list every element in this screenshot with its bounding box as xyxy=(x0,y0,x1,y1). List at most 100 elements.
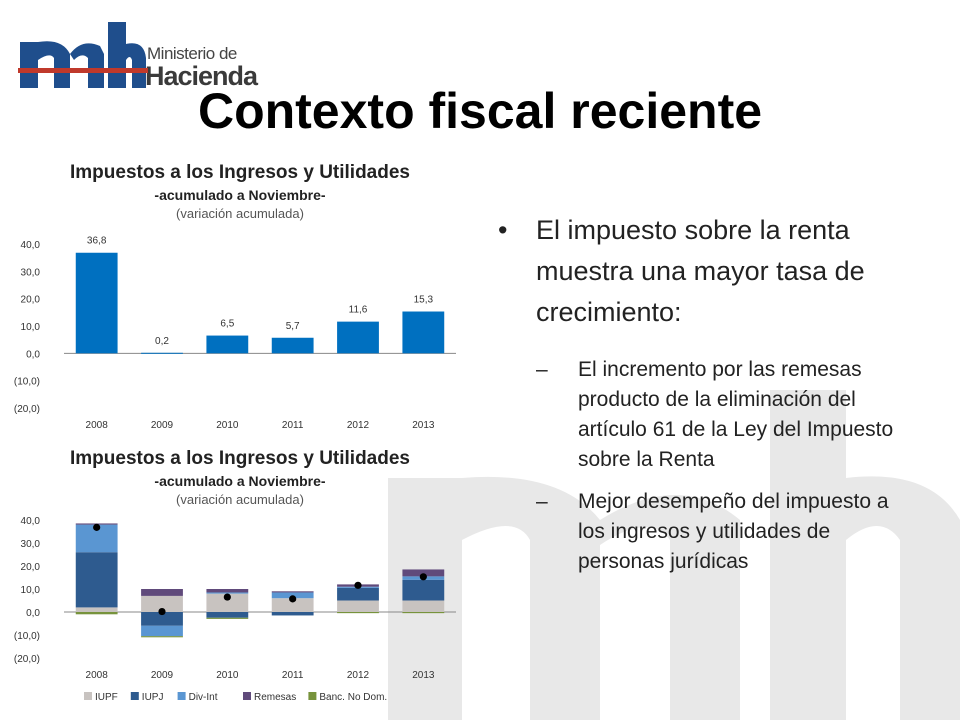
stack-segment-bancnodom xyxy=(402,612,445,614)
x-tick-label: 2008 xyxy=(86,670,109,681)
data-label: 5,7 xyxy=(286,321,300,332)
stack-segment-bancnodom xyxy=(206,617,249,619)
main-bullet-text: El impuesto sobre la renta muestra una m… xyxy=(536,215,865,327)
legend-swatch xyxy=(130,692,139,700)
x-tick-label: 2012 xyxy=(347,670,370,681)
slide-title: Contexto fiscal reciente xyxy=(197,83,763,139)
bar-2013 xyxy=(402,311,445,354)
legend-swatch xyxy=(308,692,317,700)
bar-2008 xyxy=(75,252,118,354)
stack-segment-iupj xyxy=(402,579,445,601)
chart1-title: Impuestos a los Ingresos y Utilidades xyxy=(70,162,410,183)
chart1-note: (variación acumulada) xyxy=(176,206,304,221)
bar-2011 xyxy=(271,337,314,354)
stack-segment-iupj xyxy=(271,612,314,616)
chart2: 40,0 30,0 20,0 10,0 0,0 (10,0) (20,0) 2008 2009 2… xyxy=(14,516,456,703)
stack-segment-divint xyxy=(206,592,249,594)
stack-segment-iupf xyxy=(337,600,379,612)
mh-logo-icon xyxy=(18,22,148,88)
y-tick-label: 0,0 xyxy=(26,349,40,360)
y-tick-label: 30,0 xyxy=(21,267,41,278)
legend-swatch xyxy=(84,692,92,700)
legend-swatch xyxy=(177,692,186,700)
y-tick-label: (20,0) xyxy=(14,404,40,415)
total-marker xyxy=(223,593,231,601)
stack-segment-iupf xyxy=(75,607,118,612)
sub-bullet-2: – Mejor desempeño del impuesto a los ing… xyxy=(536,487,918,577)
x-tick-label: 2009 xyxy=(151,670,174,681)
sub-bullet-dash: – xyxy=(536,358,548,381)
y-tick-label: 10,0 xyxy=(21,585,41,596)
bar-2012 xyxy=(337,321,379,354)
main-bullet: • El impuesto sobre la renta muestra una… xyxy=(498,210,918,333)
chart2-title: Impuestos a los Ingresos y Utilidades xyxy=(70,448,410,469)
x-tick-label: 2013 xyxy=(412,420,435,431)
stack-segment-iupj xyxy=(206,612,249,618)
y-tick-label: 40,0 xyxy=(21,240,41,251)
stack-segment-bancnodom xyxy=(141,636,183,638)
legend-label: Div-Int xyxy=(189,692,218,703)
chart2-title-block: Impuestos a los Ingresos y Utilidades -a… xyxy=(30,448,450,507)
y-tick-label: 30,0 xyxy=(21,539,41,550)
x-tick-label: 2008 xyxy=(86,420,109,431)
total-marker xyxy=(354,581,362,589)
total-marker xyxy=(158,607,166,616)
stack-segment-remesas xyxy=(206,589,249,593)
legend-label: Banc. No Dom. xyxy=(319,692,387,703)
x-tick-label: 2011 xyxy=(282,420,304,431)
data-label: 11,6 xyxy=(349,305,368,316)
sub-bullet-2-text: Mejor desempeño del impuesto a los ingre… xyxy=(578,490,889,573)
bullet-dot: • xyxy=(498,215,508,245)
stack-segment-iupf xyxy=(271,598,314,612)
stack-segment-iupj xyxy=(337,587,379,601)
y-tick-label: 0,0 xyxy=(26,608,40,619)
y-tick-label: (20,0) xyxy=(14,654,40,665)
y-tick-label: 40,0 xyxy=(21,516,41,527)
logo-text-ministerio: Ministerio de xyxy=(147,44,237,63)
stack-segment-bancnodom xyxy=(75,612,118,615)
data-label: 0,2 xyxy=(155,336,169,347)
legend-label: Remesas xyxy=(254,692,296,703)
y-tick-label: 20,0 xyxy=(21,562,41,573)
stack-segment-remesas xyxy=(271,591,314,593)
stack-segment-iupf xyxy=(141,595,183,612)
legend-label: IUPJ xyxy=(142,692,164,703)
legend-swatch xyxy=(243,692,251,700)
chart1-subtitle: -acumulado a Noviembre- xyxy=(154,187,326,203)
x-tick-label: 2012 xyxy=(347,420,370,431)
stack-segment-iupf xyxy=(206,593,249,612)
y-tick-label: 10,0 xyxy=(21,322,41,333)
ministerio-hacienda-logo xyxy=(18,18,148,98)
stack-segment-remesas xyxy=(402,569,445,577)
stack-segment-iupj xyxy=(75,552,118,608)
bar-2010 xyxy=(206,335,249,354)
data-label: 36,8 xyxy=(87,236,107,247)
stack-segment-iupf xyxy=(402,600,445,612)
sub-bullet-1-text: El incremento por las remesas producto d… xyxy=(578,358,894,471)
logo-text-hacienda: Hacienda xyxy=(145,61,258,91)
x-tick-label: 2013 xyxy=(412,670,435,681)
data-label: 6,5 xyxy=(220,319,234,330)
chart2-note: (variación acumulada) xyxy=(176,492,304,507)
total-marker xyxy=(93,523,101,531)
x-tick-label: 2010 xyxy=(216,420,239,431)
x-tick-label: 2010 xyxy=(216,670,239,681)
total-marker xyxy=(289,595,297,603)
chart1: 40,0 30,0 20,0 10,0 0,0 (10,0) (20,0) 2008 2009 2… xyxy=(14,236,456,431)
y-tick-label: (10,0) xyxy=(14,377,40,388)
stack-segment-bancnodom xyxy=(337,612,379,614)
bullet-list: • El impuesto sobre la renta muestra una… xyxy=(498,210,918,577)
chart2-subtitle: -acumulado a Noviembre- xyxy=(154,473,326,489)
y-tick-label: 20,0 xyxy=(21,295,41,306)
sub-bullet-dash: – xyxy=(536,490,548,513)
stack-segment-remesas xyxy=(141,589,183,596)
chart1-title-block: Impuestos a los Ingresos y Utilidades -a… xyxy=(30,162,450,221)
sub-bullet-1: – El incremento por las remesas producto… xyxy=(536,355,918,475)
y-tick-label: (10,0) xyxy=(14,631,40,642)
stack-segment-iupj xyxy=(141,612,183,626)
total-marker xyxy=(419,573,427,581)
legend-label: IUPF xyxy=(95,692,118,703)
x-tick-label: 2011 xyxy=(282,670,304,681)
x-tick-label: 2009 xyxy=(151,420,174,431)
